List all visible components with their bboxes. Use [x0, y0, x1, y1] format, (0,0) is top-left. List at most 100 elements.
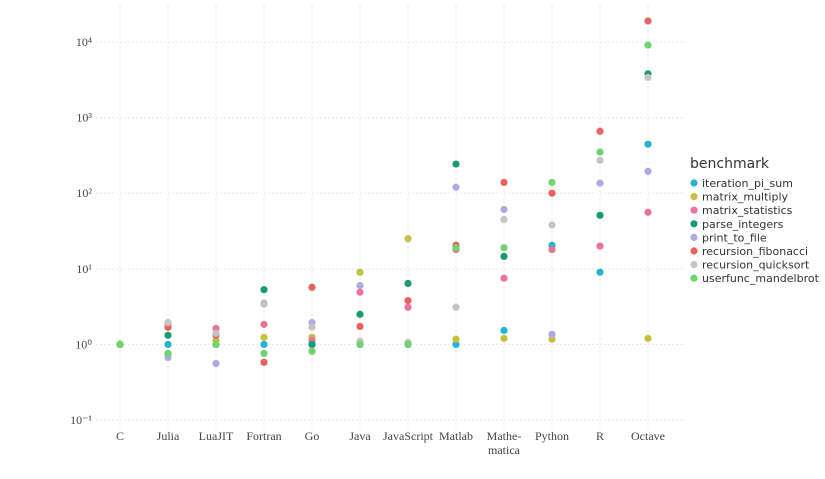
x-tick-label: JavaScript	[383, 429, 434, 443]
point	[116, 340, 124, 349]
y-tick-label: 10⁻¹	[70, 413, 92, 427]
point	[356, 322, 364, 331]
legend-label: recursion_fibonacci	[702, 245, 808, 258]
point	[404, 235, 412, 243]
point	[164, 318, 172, 327]
point	[212, 359, 220, 368]
x-tick-label: Java	[349, 429, 371, 443]
point	[644, 41, 652, 49]
point	[548, 189, 556, 197]
x-tick-label: Python	[535, 429, 569, 443]
y-tick-label: 10⁰	[75, 337, 92, 351]
legend-label: userfunc_mandelbrot	[702, 272, 820, 285]
point	[548, 245, 556, 254]
x-tick-label: Go	[305, 429, 320, 443]
legend-marker	[690, 233, 698, 241]
point	[500, 252, 508, 260]
point	[596, 179, 604, 187]
point	[500, 326, 508, 335]
point	[548, 178, 556, 187]
point	[452, 160, 460, 168]
point	[356, 268, 364, 276]
point	[404, 296, 412, 305]
point	[644, 167, 652, 175]
legend-label: recursion_quicksort	[702, 259, 810, 272]
point	[644, 73, 652, 82]
y-tick-label: 10²	[76, 186, 92, 200]
point	[260, 320, 268, 328]
point	[548, 221, 556, 229]
point	[308, 340, 316, 349]
point	[500, 244, 508, 252]
legend-label: parse_integers	[702, 218, 784, 231]
legend-marker	[690, 206, 698, 214]
point	[500, 334, 508, 343]
point	[500, 178, 508, 187]
point	[260, 358, 268, 366]
point	[596, 127, 604, 135]
point	[164, 340, 172, 349]
x-tick-label: R	[596, 429, 604, 443]
point	[452, 244, 460, 252]
legend-marker	[690, 274, 698, 282]
x-tick-label: LuaJIT	[199, 429, 234, 443]
point	[356, 310, 364, 318]
point	[548, 330, 556, 338]
y-tick-label: 10¹	[76, 262, 92, 276]
point	[644, 208, 652, 216]
point	[644, 140, 652, 148]
point	[452, 303, 460, 311]
point	[260, 286, 268, 294]
point	[164, 349, 172, 358]
point	[596, 148, 604, 156]
point	[212, 324, 220, 332]
legend-label: iteration_pi_sum	[702, 177, 793, 190]
point	[404, 279, 412, 288]
point	[596, 156, 604, 164]
point	[548, 335, 556, 343]
x-tick-label: C	[116, 429, 124, 443]
legend-label: matrix_statistics	[702, 204, 793, 217]
x-tick-label: Octave	[631, 429, 665, 443]
point	[452, 335, 460, 343]
point	[260, 340, 268, 349]
x-tick-label: Julia	[157, 429, 180, 443]
legend-title: benchmark	[690, 156, 770, 172]
legend-label: matrix_multiply	[702, 191, 789, 204]
x-tick-label: Matlab	[439, 429, 473, 443]
legend-marker	[690, 247, 698, 255]
legend-marker	[690, 220, 698, 228]
point	[308, 283, 316, 291]
y-tick-label: 10⁴	[76, 35, 92, 49]
point	[356, 281, 364, 290]
point	[404, 303, 412, 311]
point	[500, 215, 508, 224]
point	[596, 242, 604, 250]
point	[260, 333, 268, 341]
point	[500, 205, 508, 214]
point	[260, 300, 268, 308]
point	[500, 274, 508, 282]
point	[356, 288, 364, 296]
point	[164, 331, 172, 339]
point	[596, 268, 604, 276]
point	[212, 329, 220, 337]
point	[644, 17, 652, 25]
x-tick-label: Mathe-matica	[487, 429, 522, 457]
x-tick-label: Fortran	[246, 429, 281, 443]
legend-marker	[690, 179, 698, 187]
point	[404, 340, 412, 349]
legend-marker	[690, 261, 698, 269]
point	[212, 340, 220, 349]
point	[452, 183, 460, 191]
y-tick-label: 10³	[76, 111, 92, 125]
point	[260, 349, 268, 358]
point	[308, 347, 316, 355]
point	[356, 340, 364, 349]
point	[644, 334, 652, 343]
point	[596, 211, 604, 219]
legend-marker	[690, 193, 698, 201]
point	[452, 340, 460, 349]
legend-label: print_to_file	[702, 231, 767, 244]
